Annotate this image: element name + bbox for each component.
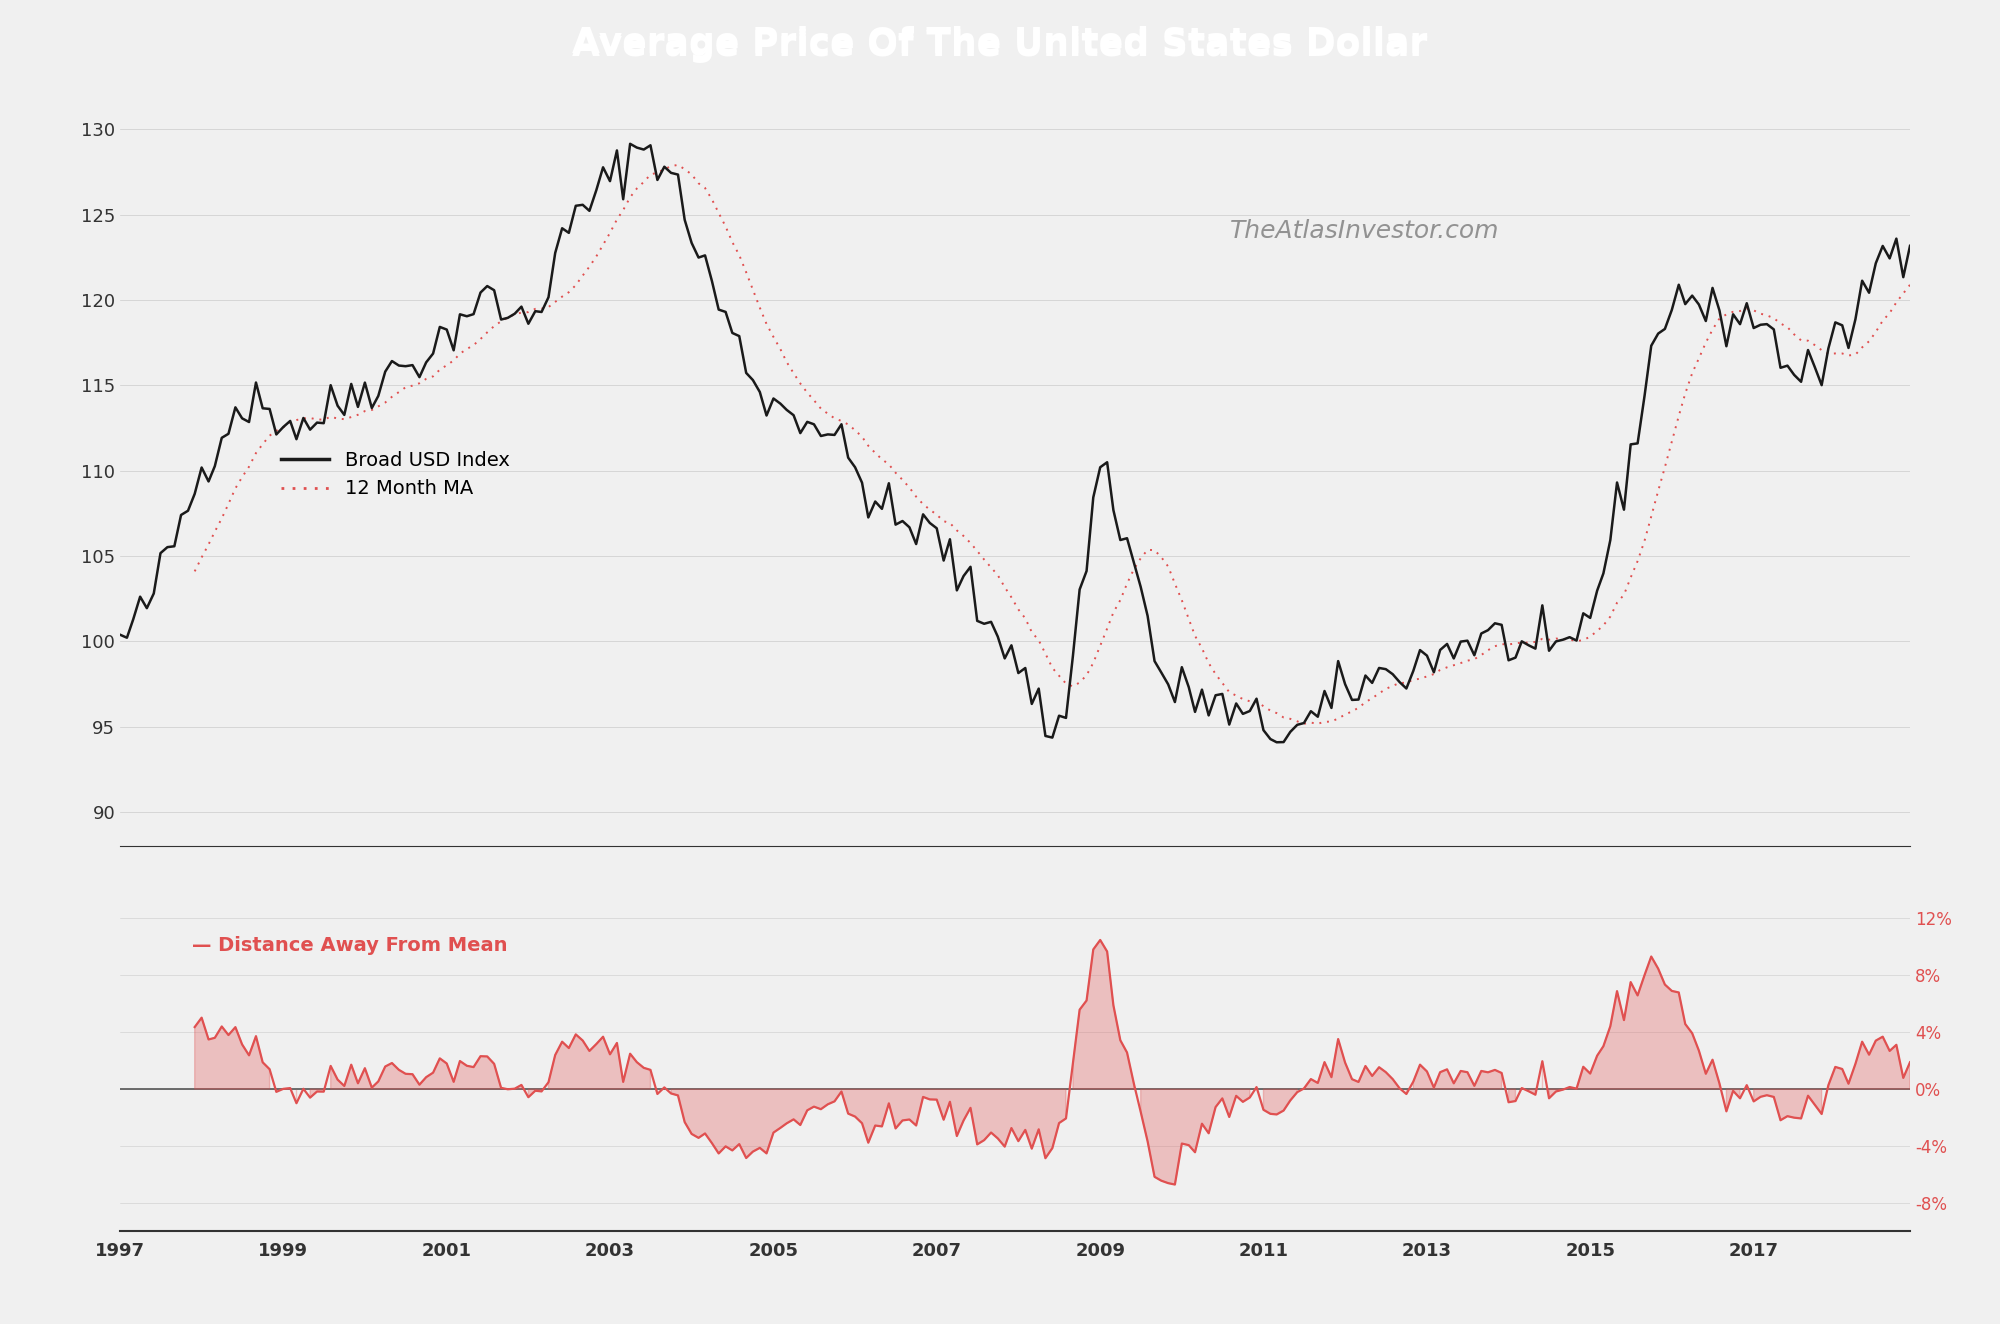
Text: Average Price Of The United States Dollar: Average Price Of The United States Dolla… [572, 29, 1428, 64]
Text: — Distance Away From Mean: — Distance Away From Mean [192, 936, 508, 956]
Text: TheAtlasInvestor.com: TheAtlasInvestor.com [1230, 218, 1500, 242]
Text: Average Price Of The United States Dollar: Average Price Of The United States Dolla… [572, 26, 1428, 60]
Legend: Broad USD Index, 12 Month MA: Broad USD Index, 12 Month MA [272, 444, 518, 506]
